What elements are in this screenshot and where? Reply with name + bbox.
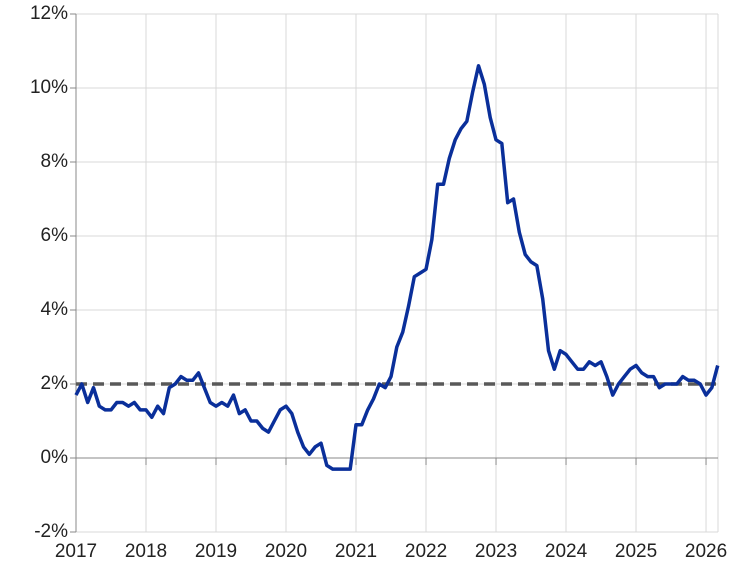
x-tick-label: 2017 [55,541,97,562]
x-tick-label: 2023 [475,541,517,562]
y-tick-label: 6% [41,225,69,246]
x-tick-label: 2026 [685,541,727,562]
y-tick-label: -2% [34,521,68,542]
x-tick-label: 2022 [405,541,447,562]
y-tick-label: 8% [41,151,69,172]
y-tick-label: 4% [41,299,69,320]
y-tick-label: 12% [30,3,68,24]
y-tick-label: 0% [41,447,69,468]
data-line [74,64,720,471]
x-tick-label: 2021 [335,541,377,562]
x-tick-label: 2020 [265,541,307,562]
y-tick-label: 2% [41,373,69,394]
x-tick-label: 2024 [545,541,588,562]
x-tick-label: 2019 [195,541,237,562]
y-tick-label: 10% [30,77,68,98]
x-tick-label: 2025 [615,541,657,562]
x-tick-label: 2018 [125,541,167,562]
